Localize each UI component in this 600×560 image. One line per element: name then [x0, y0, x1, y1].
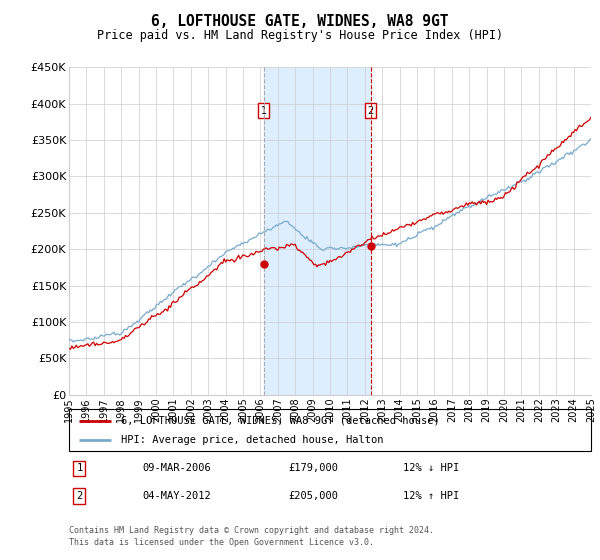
Text: 6, LOFTHOUSE GATE, WIDNES, WA8 9GT (detached house): 6, LOFTHOUSE GATE, WIDNES, WA8 9GT (deta…	[121, 416, 440, 426]
Text: HPI: Average price, detached house, Halton: HPI: Average price, detached house, Halt…	[121, 435, 384, 445]
Text: 1: 1	[260, 106, 266, 116]
Text: 1: 1	[76, 464, 83, 474]
Text: 12% ↑ HPI: 12% ↑ HPI	[403, 491, 460, 501]
Text: £205,000: £205,000	[288, 491, 338, 501]
Text: 09-MAR-2006: 09-MAR-2006	[142, 464, 211, 474]
Text: 6, LOFTHOUSE GATE, WIDNES, WA8 9GT: 6, LOFTHOUSE GATE, WIDNES, WA8 9GT	[151, 14, 449, 29]
Text: 12% ↓ HPI: 12% ↓ HPI	[403, 464, 460, 474]
Text: Price paid vs. HM Land Registry's House Price Index (HPI): Price paid vs. HM Land Registry's House …	[97, 29, 503, 42]
Text: £179,000: £179,000	[288, 464, 338, 474]
Text: 04-MAY-2012: 04-MAY-2012	[142, 491, 211, 501]
Text: This data is licensed under the Open Government Licence v3.0.: This data is licensed under the Open Gov…	[69, 538, 374, 547]
Bar	[263, 67, 371, 395]
Text: 2: 2	[368, 106, 374, 116]
Text: 2: 2	[76, 491, 83, 501]
Text: Contains HM Land Registry data © Crown copyright and database right 2024.: Contains HM Land Registry data © Crown c…	[69, 526, 434, 535]
